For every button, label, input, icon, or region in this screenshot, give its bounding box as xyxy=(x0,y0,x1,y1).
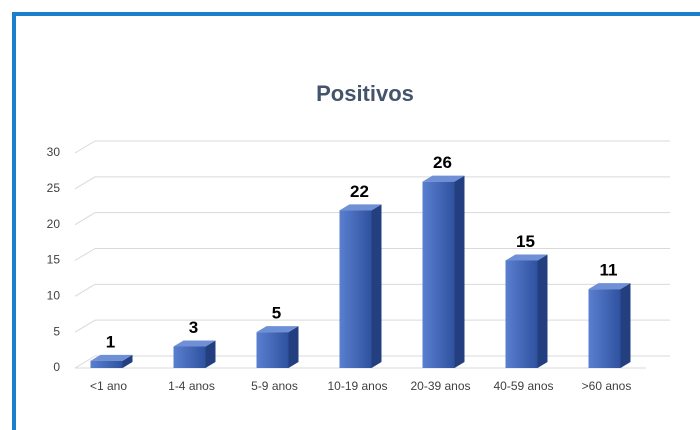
grid-wall xyxy=(74,319,96,333)
bar xyxy=(588,289,621,368)
frame-left xyxy=(12,12,16,430)
bar-top xyxy=(173,340,216,347)
value-label: 15 xyxy=(516,232,535,251)
bar xyxy=(256,332,289,368)
value-label: 1 xyxy=(106,332,115,351)
bar xyxy=(339,210,372,368)
grid-wall xyxy=(74,140,96,154)
bar-top xyxy=(422,175,465,182)
x-tick-label: >60 anos xyxy=(582,379,632,393)
y-tick-label: 20 xyxy=(47,217,61,231)
bar-top xyxy=(256,326,299,333)
grid-wall xyxy=(74,212,96,226)
value-label: 26 xyxy=(433,153,452,172)
y-tick-label: 30 xyxy=(47,145,61,159)
value-label: 11 xyxy=(600,261,618,280)
bar xyxy=(173,346,206,368)
bar-top xyxy=(339,204,382,211)
bar-top xyxy=(505,254,548,261)
bar-top xyxy=(90,354,133,361)
bar-side xyxy=(371,204,382,368)
grid-wall xyxy=(74,248,96,261)
bar xyxy=(505,260,538,368)
bar xyxy=(90,360,123,368)
x-tick-label: 20-39 anos xyxy=(410,379,470,393)
bar-side xyxy=(537,254,548,368)
grid-wall xyxy=(74,355,96,369)
bar-side xyxy=(620,283,631,368)
chart-title: Positivos xyxy=(316,81,414,106)
grid-wall xyxy=(74,176,96,190)
bar-side xyxy=(288,326,299,368)
value-label: 5 xyxy=(272,304,281,323)
bar-side xyxy=(205,340,216,368)
value-label: 3 xyxy=(189,318,198,337)
x-tick-label: 1-4 anos xyxy=(168,379,215,393)
y-tick-label: 5 xyxy=(53,324,60,338)
x-tick-label: 10-19 anos xyxy=(327,379,387,393)
bar-top xyxy=(588,283,631,290)
frame-top xyxy=(12,12,700,16)
value-label: 22 xyxy=(350,182,369,201)
x-tick-label: <1 ano xyxy=(90,379,127,393)
y-tick-label: 0 xyxy=(53,360,60,374)
bar-side xyxy=(122,354,133,368)
bar-side xyxy=(454,175,465,368)
bar xyxy=(422,181,455,368)
y-tick-label: 15 xyxy=(47,253,61,267)
grid-wall xyxy=(74,283,96,297)
x-tick-label: 5-9 anos xyxy=(251,379,298,393)
x-tick-label: 40-59 anos xyxy=(493,379,553,393)
y-tick-label: 25 xyxy=(47,181,61,195)
y-tick-label: 10 xyxy=(47,289,61,303)
